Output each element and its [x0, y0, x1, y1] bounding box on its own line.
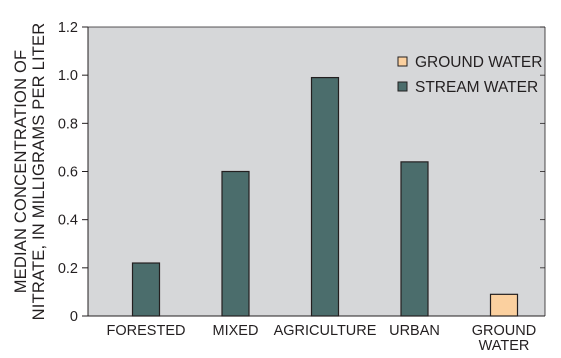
y-axis-title-line: NITRATE, IN MILLIGRAMS PER LITER — [30, 23, 48, 321]
y-tick-label: 0 — [70, 309, 78, 325]
legend-label: STREAM WATER — [415, 79, 538, 96]
bar — [400, 161, 429, 317]
x-tick-label: FORESTED — [107, 323, 186, 339]
bar — [131, 262, 161, 317]
bar — [310, 76, 340, 317]
x-tick-label: GROUND — [472, 323, 536, 339]
y-tick-label: 0.6 — [58, 165, 78, 181]
bar — [489, 293, 519, 317]
x-tick-label: AGRICULTURE — [274, 323, 377, 339]
y-tick-label: 0.8 — [58, 116, 78, 132]
legend-swatch — [397, 81, 408, 92]
bar — [221, 170, 250, 317]
x-tick-label: URBAN — [389, 323, 440, 339]
y-tick-label: 1.0 — [58, 68, 78, 84]
y-tick-label: 1.2 — [58, 20, 78, 36]
y-tick-label: 0.2 — [58, 261, 78, 277]
legend-swatch — [397, 56, 408, 67]
y-axis-title: MEDIAN CONCENTRATION OFNITRATE, IN MILLI… — [12, 23, 48, 321]
legend-label: GROUND WATER — [415, 54, 542, 71]
y-tick-label: 0.4 — [58, 213, 78, 229]
x-tick-label: MIXED — [213, 323, 259, 339]
y-axis-title-line: MEDIAN CONCENTRATION OF — [12, 50, 30, 294]
x-tick-label: WATER — [479, 338, 530, 354]
